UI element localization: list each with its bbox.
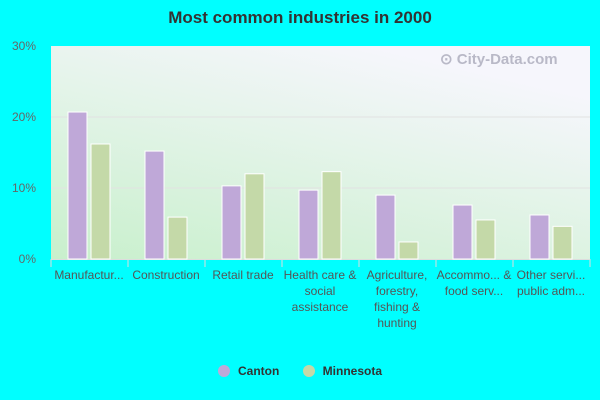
legend-swatch	[302, 365, 315, 377]
bar-canton	[375, 194, 396, 260]
bar-minnesota	[90, 143, 111, 260]
bar-canton	[298, 189, 319, 260]
plot-area	[51, 46, 590, 259]
watermark-logo: ⊙ City-Data.com	[440, 51, 558, 68]
bar-canton	[144, 150, 165, 260]
x-tick-label: Accommo... & food serv...	[436, 268, 512, 298]
legend-item-minnesota: Minnesota	[302, 364, 382, 378]
bar-canton	[452, 204, 473, 260]
x-tick-label: Construction	[132, 268, 200, 282]
x-tick-label: Retail trade	[212, 268, 274, 282]
y-tick-label: 20%	[12, 110, 36, 124]
bar-minnesota	[398, 241, 419, 260]
legend: Canton Minnesota	[0, 364, 600, 380]
legend-label: Canton	[237, 364, 280, 378]
x-tick-label: Manufactur...	[54, 268, 124, 282]
chart-title: Most common industries in 2000	[168, 8, 432, 27]
bar-canton	[67, 111, 88, 260]
bar-minnesota	[167, 216, 188, 260]
y-tick-label: 0%	[19, 252, 37, 266]
legend-item-canton: Canton	[217, 364, 280, 378]
bar-minnesota	[321, 171, 342, 260]
x-tick-label: Other servi... public adm...	[516, 268, 586, 298]
legend-label: Minnesota	[322, 364, 382, 378]
legend-swatch	[217, 365, 230, 377]
bar-minnesota	[552, 225, 573, 260]
x-tick-label: Agriculture, forestry, fishing & hunting	[366, 268, 428, 330]
bar-minnesota	[475, 219, 496, 260]
y-tick-label: 10%	[12, 181, 36, 195]
bar-minnesota	[244, 173, 265, 260]
x-tick-label: Health care & social assistance	[283, 268, 357, 314]
y-tick-label: 30%	[12, 39, 36, 53]
bar-canton	[529, 214, 550, 260]
bar-canton	[221, 185, 242, 260]
